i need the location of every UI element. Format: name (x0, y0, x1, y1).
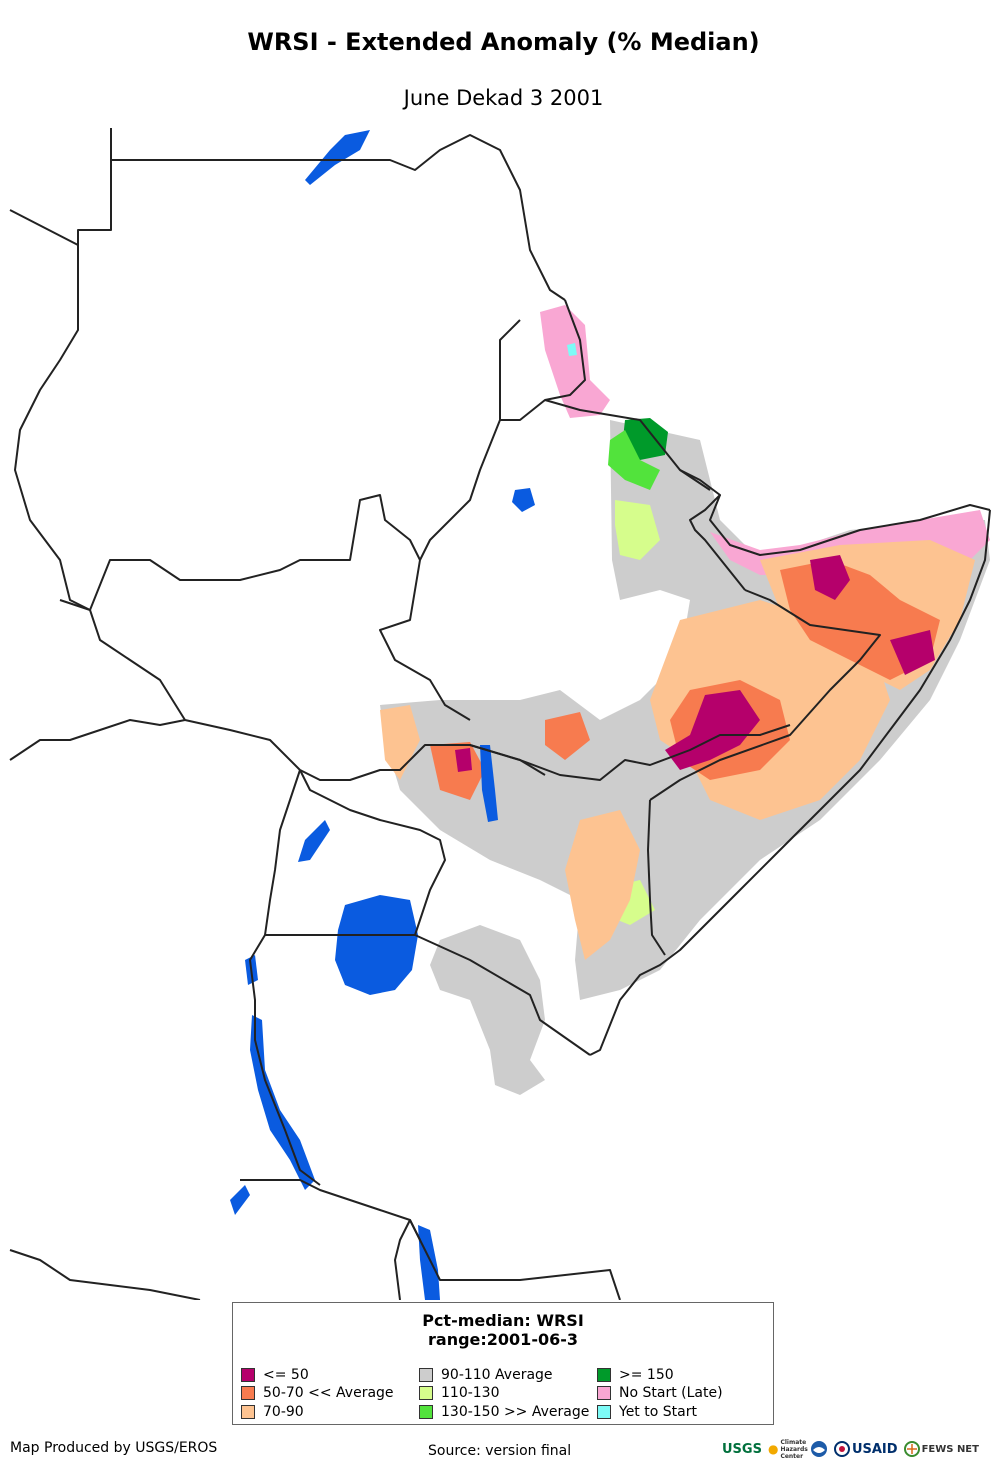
lake-tanganyika (250, 1015, 315, 1190)
produced-by-credit: Map Produced by USGS/EROS (10, 1440, 218, 1456)
border-kenya-ethiopia (425, 724, 791, 781)
border-ethiopia-somalia (649, 589, 881, 801)
lake-tana (512, 488, 535, 512)
zone-70-90-sudan (380, 705, 420, 780)
legend-label: Yet to Start (619, 1404, 697, 1420)
map-title: WRSI - Extended Anomaly (% Median) (247, 28, 760, 56)
fewsnet-globe-icon (903, 1441, 920, 1457)
legend-swatch (241, 1405, 255, 1419)
border-kenya-tanzania (300, 934, 591, 1056)
border-somalia-coast (589, 509, 991, 1056)
source-note: Source: version final (428, 1443, 572, 1459)
border-chad-sudan (14, 245, 91, 611)
zone-50-70-west-ethiopia (545, 712, 590, 760)
lake-victoria (335, 895, 418, 995)
zone-no-start-eritrea (540, 305, 610, 418)
legend-title: Pct-median: WRSI range:2001-06-3 (233, 1311, 773, 1349)
legend-item-70-90: 70-90 (241, 1404, 304, 1420)
lake-albert (298, 820, 330, 862)
zone-le-50-sudan (455, 748, 472, 772)
lake-malawi (418, 1225, 440, 1300)
usaid-logo: USAID (833, 1441, 898, 1457)
zone-le-50-somalia-north (810, 555, 850, 600)
legend-label: 90-110 Average (441, 1367, 553, 1383)
noaa-emblem-icon (810, 1441, 827, 1457)
zone-50-70-south-sudan (430, 742, 485, 800)
legend-swatch (419, 1368, 433, 1382)
border-layer (9, 128, 991, 1300)
legend-box: Pct-median: WRSI range:2001-06-3 <= 50 5… (232, 1302, 774, 1425)
zone-130-150 (608, 430, 660, 490)
legend-item-yet-to-start: Yet to Start (597, 1404, 697, 1420)
fewsnet-logo-text: FEWS NET (921, 1443, 979, 1455)
border-chad-libya (9, 160, 112, 246)
legend-swatch (597, 1405, 611, 1419)
legend-label: 70-90 (263, 1404, 304, 1420)
usaid-seal-icon (833, 1441, 850, 1457)
zone-70-90-kenya (565, 810, 640, 960)
legend-item-130-150: 130-150 >> Average (419, 1404, 589, 1420)
border-uganda (299, 769, 446, 936)
legend-swatch (419, 1405, 433, 1419)
noaa-logo (810, 1440, 828, 1458)
border-kenya-somalia (647, 799, 666, 956)
legend-label: 50-70 << Average (263, 1385, 394, 1401)
usgs-logo-text: USGS (722, 1441, 762, 1457)
border-car-drc (9, 719, 186, 761)
legend-item-le-50: <= 50 (241, 1367, 309, 1383)
chc-logo: ● Climate Hazards Center (767, 1438, 808, 1460)
anomaly-layer (380, 305, 990, 1095)
legend-swatch (419, 1386, 433, 1400)
border-drc-zambia (9, 1249, 201, 1300)
chc-logo-text: Climate Hazards Center (780, 1438, 808, 1460)
nile-lakes (305, 130, 370, 185)
legend-item-no-start: No Start (Late) (597, 1385, 723, 1401)
border-tanzania-drc (249, 934, 321, 1186)
legend-label: No Start (Late) (619, 1385, 723, 1401)
lake-mweru (230, 1185, 250, 1215)
border-libya-egypt (110, 128, 566, 301)
border-sudan-southsudan (59, 494, 421, 611)
legend-label: <= 50 (263, 1367, 309, 1383)
legend-label: >= 150 (619, 1367, 674, 1383)
zone-le-50-somalia-east (890, 630, 935, 675)
legend-label: 110-130 (441, 1385, 500, 1401)
legend-title-line1: Pct-median: WRSI (422, 1311, 584, 1330)
water-layer (230, 130, 535, 1300)
zone-110-130 (615, 500, 660, 560)
border-sudan-ethiopia (379, 419, 501, 721)
legend-item-50-70: 50-70 << Average (241, 1385, 394, 1401)
zone-yet-to-start (567, 343, 577, 356)
legend-swatch (597, 1368, 611, 1382)
legend-item-110-130: 110-130 (419, 1385, 500, 1401)
legend-label: 130-150 >> Average (441, 1404, 590, 1420)
usgs-logo: USGS (722, 1442, 762, 1457)
legend-swatch (597, 1386, 611, 1400)
usaid-logo-text: USAID (851, 1441, 898, 1457)
map-subtitle: June Dekad 3 2001 (403, 86, 604, 110)
wrsi-map (9, 128, 991, 1300)
zone-average-tanzania (430, 925, 545, 1095)
border-djibouti (679, 469, 746, 591)
border-uganda-drc (264, 769, 301, 936)
lake-turkana (480, 745, 498, 822)
partner-logos: USGS ● Climate Hazards Center USAID FEWS… (722, 1437, 979, 1461)
chc-drop-icon: ● (767, 1441, 779, 1456)
legend-title-line2: range:2001-06-3 (428, 1330, 578, 1349)
legend-swatch (241, 1386, 255, 1400)
legend-swatch (241, 1368, 255, 1382)
legend-item-ge-150: >= 150 (597, 1367, 674, 1383)
fewsnet-logo: FEWS NET (903, 1441, 979, 1457)
border-somaliland (709, 494, 991, 556)
legend-item-90-110: 90-110 Average (419, 1367, 553, 1383)
border-malawi (394, 1219, 421, 1300)
